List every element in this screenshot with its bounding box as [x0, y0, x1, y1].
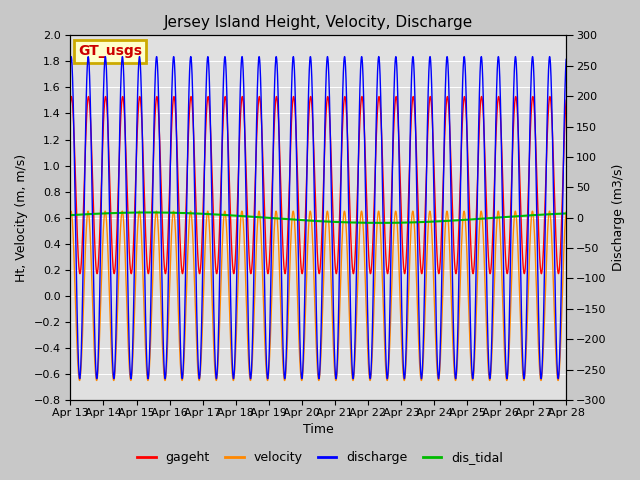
dis_tidal — [257, 215, 264, 220]
X-axis label: Time: Time — [303, 423, 333, 436]
gageht — [152, 95, 160, 101]
gageht — [563, 97, 570, 103]
discharge — [537, 376, 545, 382]
dis_tidal — [153, 210, 161, 216]
discharge — [499, 250, 507, 255]
discharge — [123, 230, 131, 236]
velocity — [435, 378, 442, 384]
Line: gageht: gageht — [70, 96, 566, 274]
velocity — [500, 320, 508, 326]
Line: discharge: discharge — [70, 57, 566, 379]
discharge — [563, 57, 570, 62]
velocity — [278, 346, 286, 352]
discharge — [67, 60, 74, 65]
Line: velocity: velocity — [70, 211, 566, 381]
discharge — [553, 356, 561, 361]
Line: dis_tidal: dis_tidal — [70, 213, 566, 223]
gageht — [500, 198, 508, 204]
gageht — [278, 227, 286, 232]
velocity — [553, 369, 561, 374]
dis_tidal — [500, 214, 508, 220]
gageht — [367, 271, 374, 276]
velocity — [84, 208, 92, 214]
dis_tidal — [377, 220, 385, 226]
velocity — [257, 225, 264, 230]
Y-axis label: Discharge (m3/s): Discharge (m3/s) — [612, 164, 625, 271]
dis_tidal — [123, 210, 131, 216]
gageht — [257, 104, 264, 109]
gageht — [204, 94, 212, 99]
Legend: gageht, velocity, discharge, dis_tidal: gageht, velocity, discharge, dis_tidal — [132, 446, 508, 469]
discharge — [278, 309, 286, 315]
discharge — [257, 80, 264, 86]
dis_tidal — [278, 216, 286, 222]
Title: Jersey Island Height, Velocity, Discharge: Jersey Island Height, Velocity, Discharg… — [164, 15, 473, 30]
velocity — [124, 311, 131, 316]
dis_tidal — [67, 212, 74, 218]
velocity — [153, 208, 161, 214]
dis_tidal — [563, 211, 570, 216]
discharge — [152, 54, 160, 60]
dis_tidal — [553, 211, 561, 217]
gageht — [553, 255, 561, 261]
Y-axis label: Ht, Velocity (m, m/s): Ht, Velocity (m, m/s) — [15, 154, 28, 282]
velocity — [563, 209, 570, 215]
discharge — [187, 54, 195, 60]
gageht — [123, 182, 131, 188]
Text: GT_usgs: GT_usgs — [78, 45, 142, 59]
gageht — [67, 100, 74, 106]
velocity — [67, 210, 74, 216]
dis_tidal — [145, 210, 153, 216]
